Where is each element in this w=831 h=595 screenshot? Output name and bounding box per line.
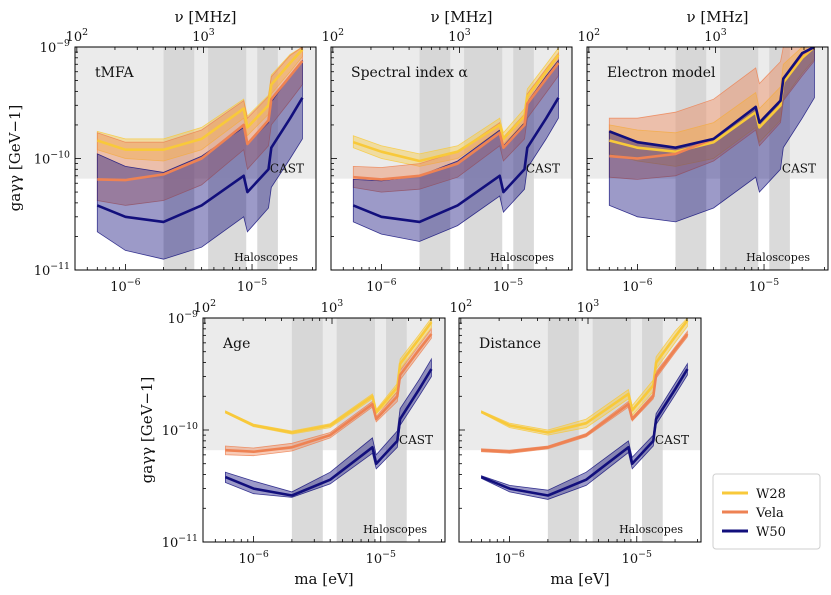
haloscopes-label: Haloscopes bbox=[746, 251, 810, 264]
top-tick-label: 103 bbox=[577, 298, 600, 316]
series-line-w50 bbox=[608, 47, 815, 149]
top-tick-label: 102 bbox=[194, 298, 217, 316]
top-axis-label: ν [MHz] bbox=[175, 8, 237, 26]
uncertainty-band-w50 bbox=[352, 59, 559, 242]
x-axis-label-left: ma [eV] bbox=[294, 570, 353, 588]
y-tick-label: 10−9 bbox=[168, 309, 198, 327]
panel-plot-area bbox=[459, 318, 701, 542]
panel-plot-area bbox=[75, 47, 316, 270]
uncertainty-band-w28 bbox=[225, 318, 432, 435]
haloscopes-label: Haloscopes bbox=[490, 251, 554, 264]
series-line-vela bbox=[97, 60, 304, 182]
series-line-w28 bbox=[96, 48, 304, 151]
top-tick-label: 102 bbox=[450, 298, 473, 316]
y-tick-label: 10−9 bbox=[40, 38, 70, 56]
haloscope-band bbox=[592, 318, 631, 542]
cast-label: CAST bbox=[782, 162, 816, 176]
cast-label: CAST bbox=[399, 433, 433, 447]
legend-label-w28: W28 bbox=[756, 487, 786, 502]
x-tick-label: 10−5 bbox=[749, 277, 779, 295]
series-line-vela bbox=[353, 62, 560, 181]
y-tick-label: 10−11 bbox=[162, 533, 198, 551]
series-line-w28 bbox=[352, 54, 560, 163]
x-tick-label: 10−5 bbox=[622, 549, 652, 567]
panel-distance: 10−6 10−5 102 103 Distance CAST Haloscopes bbox=[450, 298, 702, 567]
series-line-w50 bbox=[480, 368, 689, 497]
x-tick-label: 10−5 bbox=[366, 549, 396, 567]
series-line-w50 bbox=[224, 368, 433, 497]
haloscope-band bbox=[208, 47, 247, 270]
haloscopes-label: Haloscopes bbox=[234, 251, 298, 264]
x-axis-label-right: ma [eV] bbox=[550, 570, 609, 588]
y-axis-label-top: gaγγ [GeV−1] bbox=[6, 105, 24, 212]
panel-plot-area bbox=[331, 47, 572, 270]
haloscopes-label: Haloscopes bbox=[619, 523, 683, 536]
haloscopes-label: Haloscopes bbox=[363, 523, 427, 536]
haloscope-band bbox=[675, 47, 707, 270]
top-tick-label: 102 bbox=[66, 27, 89, 45]
haloscope-band bbox=[336, 318, 375, 542]
haloscope-band bbox=[720, 47, 759, 270]
series-line-vela bbox=[225, 333, 433, 453]
panel-title: Spectral index α bbox=[351, 65, 468, 81]
legend: W28 Vela W50 bbox=[712, 473, 821, 550]
x-tick-label: 10−5 bbox=[493, 277, 523, 295]
uncertainty-band-vela bbox=[225, 327, 432, 457]
x-tick-label: 10−6 bbox=[238, 549, 268, 567]
top-tick-label: 103 bbox=[704, 27, 727, 45]
cast-label: CAST bbox=[526, 162, 560, 176]
top-tick-label: 103 bbox=[448, 27, 471, 45]
cast-label: CAST bbox=[270, 162, 304, 176]
series-line-vela bbox=[481, 333, 689, 453]
series-line-w28 bbox=[224, 321, 433, 434]
x-tick-label: 10−6 bbox=[110, 277, 140, 295]
series-line-w28 bbox=[480, 319, 689, 434]
panel-title: Electron model bbox=[607, 65, 716, 81]
top-axis-label: ν [MHz] bbox=[687, 8, 749, 26]
panel-title: Age bbox=[222, 336, 250, 352]
panel-title: tMFA bbox=[95, 65, 134, 81]
legend-label-w50: W50 bbox=[756, 525, 786, 540]
y-tick-label: 10−10 bbox=[162, 421, 198, 439]
x-tick-label: 10−5 bbox=[237, 277, 267, 295]
haloscope-band bbox=[386, 318, 407, 542]
y-tick-label: 10−11 bbox=[34, 261, 70, 279]
top-tick-label: 103 bbox=[192, 27, 215, 45]
panel-plot-area bbox=[203, 318, 445, 542]
series-line-w50 bbox=[352, 97, 560, 224]
top-tick-label: 103 bbox=[321, 298, 344, 316]
panel-plot-area bbox=[587, 47, 828, 270]
y-axis-label-bottom: gaγγ [GeV−1] bbox=[138, 377, 156, 484]
haloscope-band bbox=[163, 47, 195, 270]
uncertainty-band-w50 bbox=[225, 357, 432, 498]
top-tick-label: 102 bbox=[322, 27, 345, 45]
x-tick-label: 10−6 bbox=[494, 549, 524, 567]
legend-label-vela: Vela bbox=[755, 506, 784, 521]
uncertainty-band-vela bbox=[481, 330, 688, 454]
cast-label: CAST bbox=[655, 433, 689, 447]
haloscope-band bbox=[769, 47, 790, 270]
top-tick-label: 102 bbox=[578, 27, 601, 45]
top-axis-label: ν [MHz] bbox=[431, 8, 493, 26]
y-tick-label: 10−10 bbox=[34, 150, 70, 168]
series-line-w50 bbox=[96, 97, 304, 224]
x-tick-label: 10−6 bbox=[622, 277, 652, 295]
panel-title: Distance bbox=[479, 336, 541, 352]
x-tick-label: 10−6 bbox=[366, 277, 396, 295]
